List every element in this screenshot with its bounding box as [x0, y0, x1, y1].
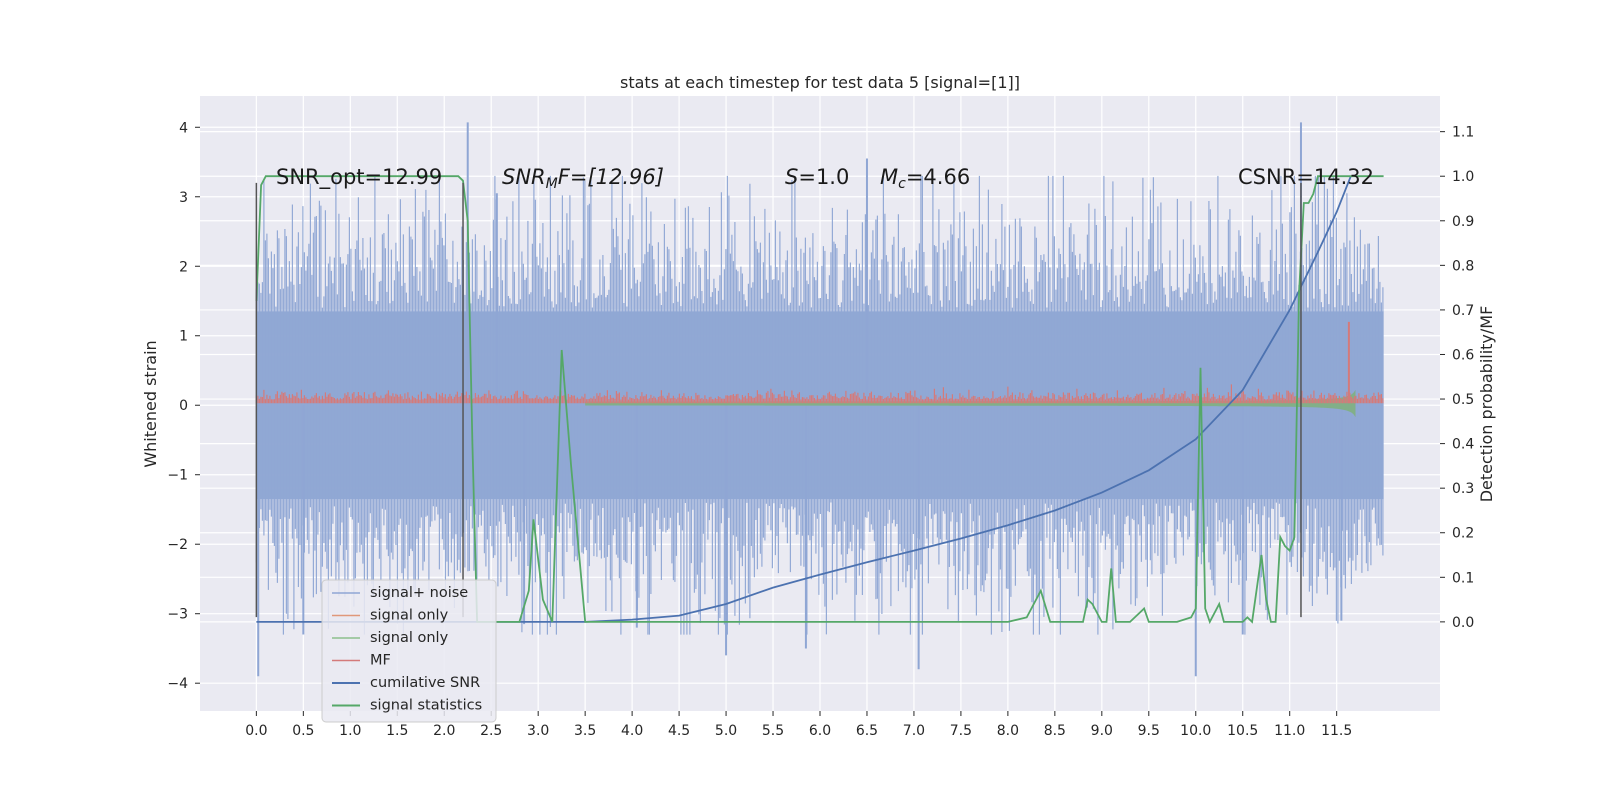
y2-tick-label-7: 0.4: [1452, 437, 1474, 453]
x-tick-label-9: 4.5: [668, 723, 690, 739]
x-tick-label-19: 9.5: [1138, 723, 1160, 739]
y2-tick-label-1: 1.0: [1452, 169, 1474, 185]
y-tick-label-5: −1: [167, 468, 188, 484]
y2-tick-label-5: 0.6: [1452, 347, 1474, 363]
y2-tick-label-3: 0.8: [1452, 258, 1474, 274]
annotation-mc-main: M: [880, 165, 898, 189]
y-tick-label-6: −2: [167, 537, 188, 553]
annotation-csnr: CSNR=14.32: [1238, 165, 1374, 189]
legend-label-1: signal only: [370, 608, 449, 624]
annotation-s-main: S: [785, 165, 798, 189]
legend: signal+ noise signal only signal only MF cum…: [321, 579, 497, 723]
x-tick-label-0: 0.0: [245, 723, 267, 739]
x-tick-label-7: 3.5: [574, 723, 596, 739]
y2-tick-label-0: 1.1: [1452, 125, 1474, 141]
y2-tick-label-6: 0.5: [1452, 392, 1474, 408]
x-tick-label-11: 5.5: [762, 723, 784, 739]
x-tick-label-1: 0.5: [292, 723, 314, 739]
x-tick-label-21: 10.5: [1227, 723, 1258, 739]
y2-tick-label-8: 0.3: [1452, 481, 1474, 497]
y-tick-label-1: 3: [179, 190, 188, 206]
x-tick-label-23: 11.5: [1321, 723, 1352, 739]
x-tick-label-6: 3.0: [527, 723, 549, 739]
chart-title: stats at each timestep for test data 5 […: [620, 73, 1020, 92]
x-tick-label-18: 9.0: [1091, 723, 1113, 739]
x-tick-label-16: 8.0: [997, 723, 1019, 739]
vertical-markers: [255, 182, 1302, 618]
x-tick-label-2: 1.0: [339, 723, 361, 739]
annotation-snr-mf-rest: F=[12.96]: [558, 165, 664, 189]
legend-label-4: cumilative SNR: [370, 675, 480, 691]
annotation-s: S=1.0: [785, 165, 849, 189]
y-tick-label-0: 4: [179, 120, 188, 136]
series-layer: [255, 122, 1384, 677]
x-tick-label-22: 11.0: [1274, 723, 1305, 739]
series-line-signal-statistics: [255, 175, 1384, 625]
y2-tick-label-4: 0.7: [1452, 303, 1474, 319]
y-axis-label: Whitened strain: [141, 340, 160, 467]
x-tick-label-14: 7.0: [903, 723, 925, 739]
x-tick-label-5: 2.5: [480, 723, 502, 739]
x-tick-label-20: 10.0: [1180, 723, 1211, 739]
annotation-mc-sub: c: [898, 176, 906, 192]
x-tick-label-13: 6.5: [856, 723, 878, 739]
ticks: 0.0 0.5 1.0 1.5 2.0 2.5 3.0 3.5 4.0 4.5 5.0 5.5 6.0 6…: [167, 120, 1474, 739]
y2-tick-label-10: 0.1: [1452, 570, 1474, 586]
signal-only-chirp: [585, 389, 1356, 418]
annotation-snr-mf-main: SNR: [502, 165, 546, 189]
x-tick-label-3: 1.5: [386, 723, 408, 739]
x-tick-label-12: 6.0: [809, 723, 831, 739]
annotation-mc-rest: =4.66: [906, 165, 970, 189]
annotation-snr-mf-sub: M: [546, 176, 558, 192]
x-tick-label-4: 2.0: [433, 723, 455, 739]
legend-label-3: MF: [370, 653, 391, 669]
legend-box: [321, 579, 497, 723]
annotation-mc: Mc=4.66: [880, 165, 970, 192]
x-tick-label-17: 8.5: [1044, 723, 1066, 739]
annotations: SNR_opt=12.99 SNRMF=[12.96] S=1.0 Mc=4.6…: [276, 165, 1374, 192]
legend-label-0: signal+ noise: [370, 585, 468, 601]
y-tick-label-3: 1: [179, 329, 188, 345]
annotation-s-rest: =1.0: [798, 165, 849, 189]
y2-axis-label: Detection probability/MF: [1477, 306, 1496, 503]
y2-tick-label-2: 0.9: [1452, 214, 1474, 230]
y2-tick-label-9: 0.2: [1452, 526, 1474, 542]
y-tick-label-7: −3: [167, 607, 188, 623]
y-tick-label-2: 2: [179, 259, 188, 275]
x-tick-label-10: 5.0: [715, 723, 737, 739]
x-tick-label-15: 7.5: [950, 723, 972, 739]
annotation-snr-opt: SNR_opt=12.99: [276, 165, 442, 190]
x-tick-label-8: 4.0: [621, 723, 643, 739]
series-line-cumilative-SNR: [256, 175, 1352, 623]
y-tick-label-4: 0: [179, 398, 188, 414]
y-tick-label-8: −4: [167, 676, 188, 692]
legend-label-5: signal statistics: [370, 698, 482, 714]
annotation-snr-mf: SNRMF=[12.96]: [502, 165, 664, 192]
y2-tick-label-11: 0.0: [1452, 615, 1474, 631]
legend-label-2: signal only: [370, 630, 449, 646]
